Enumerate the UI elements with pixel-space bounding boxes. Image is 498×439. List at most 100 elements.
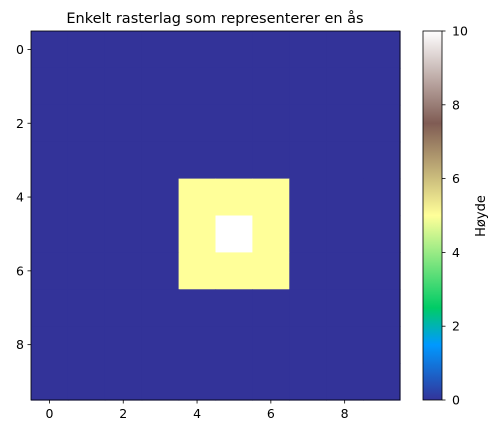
heatmap-cell	[31, 252, 69, 290]
x-tick-label: 8	[341, 406, 349, 421]
heatmap-cell	[215, 31, 253, 69]
heatmap-cell	[67, 215, 106, 253]
heatmap-cell	[215, 326, 253, 364]
heatmap-cell	[289, 363, 327, 401]
x-tick-label: 0	[45, 406, 53, 421]
heatmap-cell	[141, 215, 180, 253]
colorbar-tick-label: 0	[452, 393, 460, 408]
heatmap-cell	[363, 363, 401, 401]
heatmap-cell	[67, 67, 106, 106]
heatmap-cell	[178, 31, 217, 69]
heatmap-cell	[141, 363, 180, 401]
heatmap-cell	[104, 326, 143, 364]
heatmap-cell	[104, 31, 143, 69]
heatmap-cell	[215, 67, 253, 106]
heatmap-cell	[178, 104, 217, 143]
heatmap-cell	[326, 363, 364, 401]
heatmap-cell	[363, 104, 401, 143]
colorbar: 0 2 4 6 8 10	[422, 24, 468, 408]
heatmap-cell	[31, 326, 69, 364]
heatmap-cell	[67, 289, 106, 327]
heatmap-cell	[31, 141, 69, 180]
heatmap-cell	[252, 141, 290, 180]
heatmap-cell	[289, 215, 327, 253]
y-tick-label: 4	[16, 190, 24, 205]
heatmap-cell	[252, 67, 290, 106]
heatmap-cell	[326, 104, 364, 143]
colorbar-tick-label: 6	[452, 171, 460, 186]
heatmap-cell	[252, 363, 290, 401]
heatmap-cell	[215, 289, 253, 327]
heatmap-cell	[326, 252, 364, 290]
heatmap-cell	[326, 31, 364, 69]
heatmap-cell	[363, 289, 401, 327]
colorbar-tick-label: 2	[452, 319, 460, 334]
heatmap-cell	[215, 363, 253, 401]
heatmap-cell	[289, 141, 327, 180]
heatmap-cell	[104, 178, 143, 217]
heatmap-cell	[104, 215, 143, 253]
heatmap-cell	[178, 178, 217, 217]
heatmap-cell	[363, 141, 401, 180]
colorbar-tick-label: 8	[452, 97, 460, 112]
heatmap-cell	[289, 289, 327, 327]
heatmap-cell	[289, 67, 327, 106]
heatmap-cell	[289, 252, 327, 290]
heatmap-cell	[31, 31, 69, 69]
heatmap-cell	[141, 141, 180, 180]
heatmap-cell	[215, 141, 253, 180]
heatmap-cell	[252, 289, 290, 327]
plot-frame	[30, 30, 401, 401]
heatmap-cell	[215, 252, 253, 290]
heatmap-cell	[141, 67, 180, 106]
heatmap-cell	[326, 289, 364, 327]
heatmap-cell	[104, 141, 143, 180]
colorbar-gradient	[422, 30, 443, 401]
heatmap-cell	[363, 326, 401, 364]
heatmap-cell	[141, 289, 180, 327]
heatmap-cell	[178, 141, 217, 180]
heatmap-cell	[31, 363, 69, 401]
heatmap-cell	[289, 178, 327, 217]
heatmap-cell	[31, 289, 69, 327]
heatmap-cell	[363, 31, 401, 69]
colorbar-tick-label: 4	[452, 245, 460, 260]
heatmap-cell	[178, 326, 217, 364]
heatmap-cell	[363, 252, 401, 290]
heatmap-cell	[252, 215, 290, 253]
colorbar-label: Høyde	[474, 195, 489, 237]
heatmap-cell	[67, 326, 106, 364]
heatmap-cell	[326, 178, 364, 217]
x-tick-label: 4	[193, 406, 201, 421]
y-tick-label: 0	[16, 42, 24, 57]
heatmap-cell	[252, 31, 290, 69]
heatmap-cell	[104, 104, 143, 143]
heatmap-cell	[363, 67, 401, 106]
heatmap-cell	[31, 104, 69, 143]
heatmap-cell	[215, 104, 253, 143]
heatmap-cell	[178, 67, 217, 106]
heatmap-cell	[31, 67, 69, 106]
x-tick-label: 6	[267, 406, 275, 421]
heatmap-cell	[178, 215, 217, 253]
heatmap-cell	[178, 289, 217, 327]
heatmap-cell	[289, 104, 327, 143]
x-tick-label: 2	[119, 406, 127, 421]
heatmap-cell	[67, 104, 106, 143]
heatmap-cell	[252, 104, 290, 143]
heatmap-cell	[67, 178, 106, 217]
chart-title: Enkelt rasterlag som representerer en ås	[66, 10, 363, 27]
heatmap-cell	[141, 326, 180, 364]
heatmap-cell	[104, 363, 143, 401]
plot-area: 0 2 4 6 8 0 2 4 6 8	[16, 30, 401, 421]
heatmap-cell	[141, 178, 180, 217]
heatmap-cell	[326, 67, 364, 106]
heatmap-cell	[104, 67, 143, 106]
heatmap-cell	[67, 141, 106, 180]
heatmap-cell	[31, 178, 69, 217]
heatmap-cell	[104, 289, 143, 327]
heatmap-cell	[67, 252, 106, 290]
heatmap-cell	[289, 31, 327, 69]
heatmap-cell	[104, 252, 143, 290]
